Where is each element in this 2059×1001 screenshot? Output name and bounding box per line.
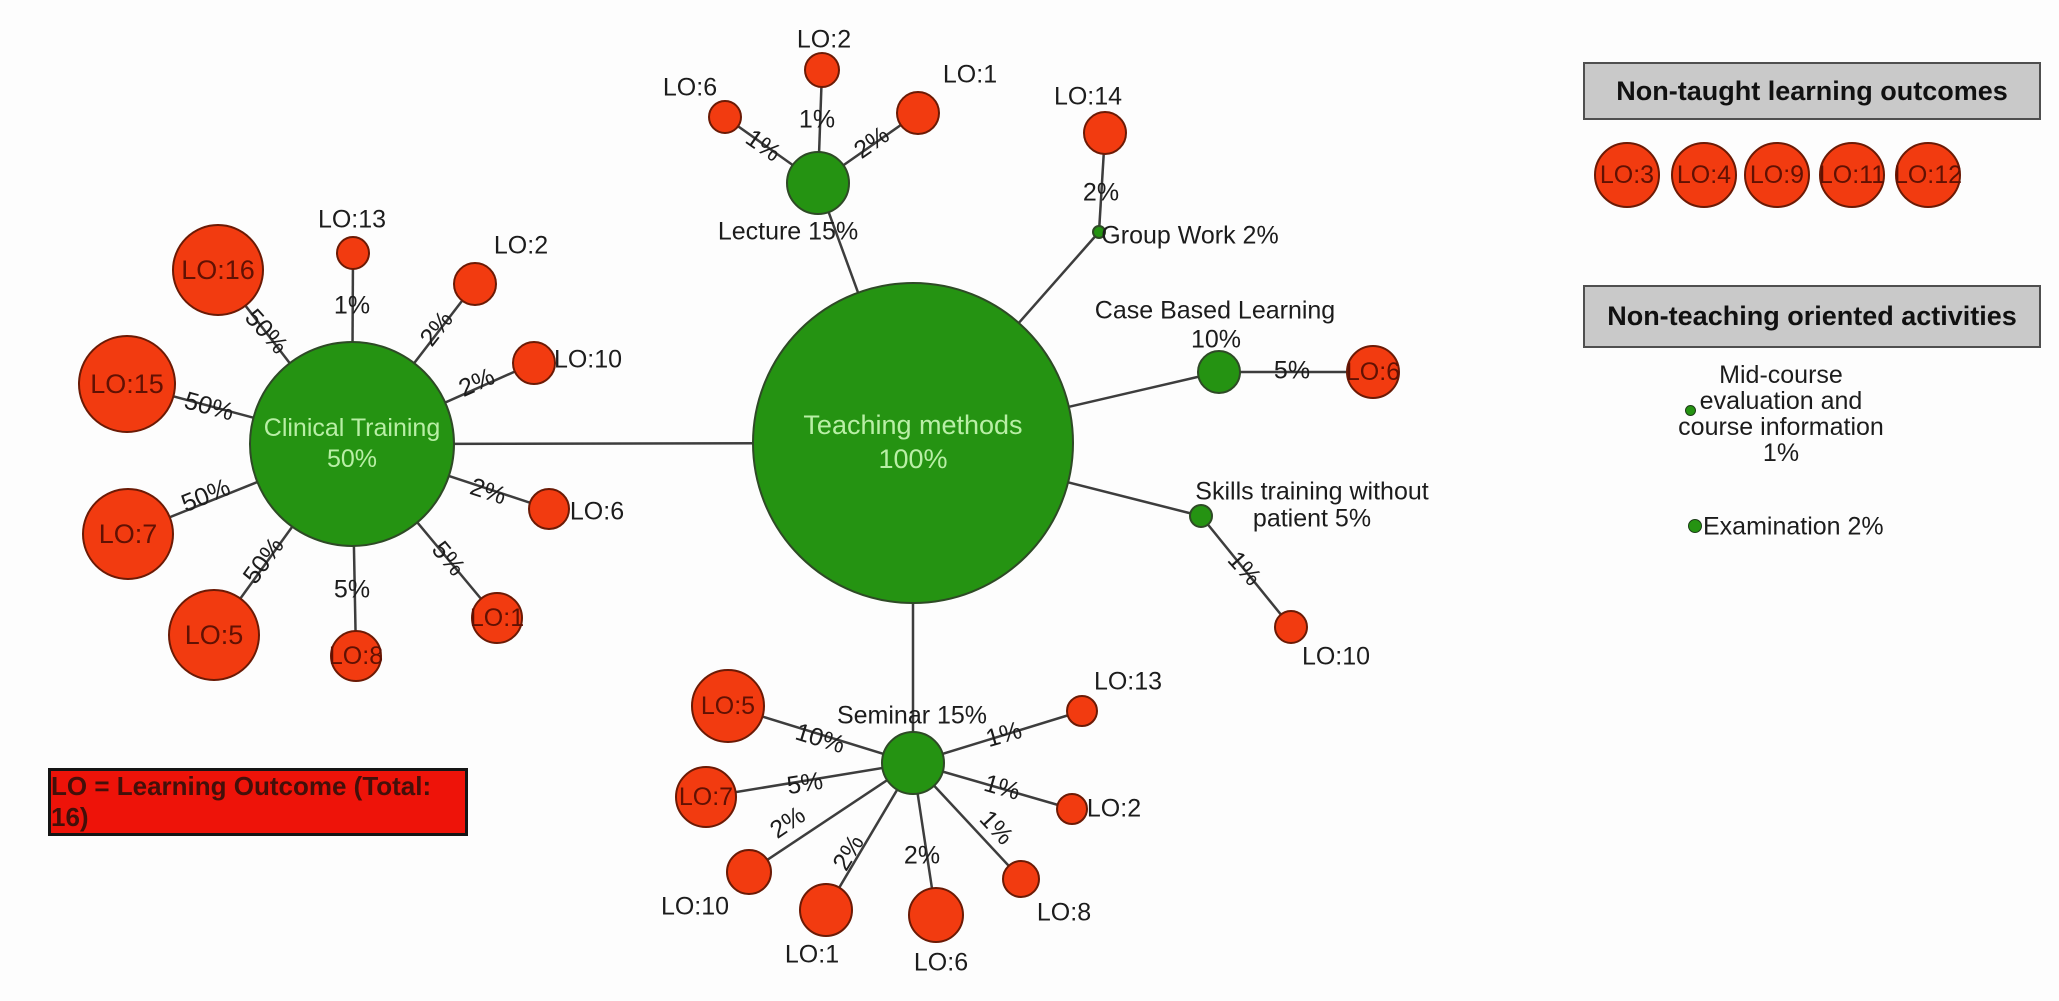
node-clinical-lo8-label: LO:8 [328,641,384,670]
node-seminar-lo5-label: LO:5 [700,691,756,720]
node-lecture [786,151,850,215]
examination-label: Examination 2% [1703,512,1884,541]
lecture-label: Lecture 15% [717,217,859,246]
node-seminar-lo6 [908,887,964,943]
non-teaching-title: Non-teaching oriented activities [1607,301,2017,331]
edge-label-1: 1% [798,105,836,134]
seminar-lo2-label: LO:2 [1086,794,1142,823]
node-seminar-lo5: LO:5 [691,669,765,743]
edge-label-20: 5% [333,575,371,604]
node-teaching-methods: Teaching methods 100% [752,282,1074,604]
node-clinical-lo7: LO:7 [82,488,174,580]
node-lecture-lo1 [896,91,940,135]
legend-box: LO = Learning Outcome (Total: 16) [48,768,468,836]
clinical-lo10-label: LO:10 [553,345,623,374]
node-panel-lo4-label: LO:4 [1676,160,1732,189]
node-lecture-lo2 [804,52,840,88]
node-panel-lo3: LO:3 [1594,142,1660,208]
midcourse-line-4: 1% [1762,439,1800,467]
seminar-lo1-label: LO:1 [784,940,840,969]
node-clinical-training: Clinical Training 50% [249,341,455,547]
node-clinical-lo5-label: LO:5 [184,619,244,650]
node-clinical-lo1-label: LO:1 [469,603,525,632]
node-lecture-lo6 [708,100,742,134]
node-teaching-methods-text-1: 100% [878,444,948,474]
node-panel-lo12: LO:12 [1893,142,1963,208]
seminar-label: Seminar 15% [836,701,988,730]
clinical-lo6-label: LO:6 [569,497,625,526]
node-seminar-lo7-label: LO:7 [678,782,734,811]
lecture-lo2-label: LO:2 [796,25,852,54]
node-clinical-lo1: LO:1 [469,592,525,644]
node-panel-lo11-label: LO:11 [1818,160,1886,189]
group-work-label: Group Work 2% [1101,221,1279,250]
edge-label-10: 2% [903,841,941,870]
node-panel-lo4: LO:4 [1671,142,1737,208]
node-clinical-lo15: LO:15 [78,335,176,433]
edge-line-11 [1200,515,1292,628]
seminar-lo13-label: LO:13 [1093,667,1163,696]
node-clinical-lo2 [453,262,497,306]
clinical-lo13-label: LO:13 [317,205,387,234]
node-clinical-lo7-label: LO:7 [98,518,158,549]
node-seminar [881,731,945,795]
seminar-lo8-label: LO:8 [1036,898,1092,927]
node-case-based-learning [1197,350,1241,394]
lo14-label: LO:14 [1053,82,1123,111]
non-taught-header: Non-taught learning outcomes [1583,62,2041,120]
midcourse-line-1: Mid-course [1719,361,1843,389]
node-skills-lo10 [1274,610,1308,644]
node-panel-lo9-label: LO:9 [1749,160,1805,189]
node-panel-lo3-label: LO:3 [1599,160,1655,189]
node-seminar-lo8 [1002,860,1040,898]
midcourse-dot-icon [1685,405,1696,416]
node-seminar-lo13 [1066,695,1098,727]
seminar-lo6-label: LO:6 [913,948,969,977]
edge-line-13 [705,761,914,799]
node-clinical-lo15-label: LO:15 [90,368,164,399]
case-based-label-1: Case Based Learning [1094,296,1336,325]
node-casebased-lo6-label: LO:6 [1345,357,1401,386]
edge-label-4: 5% [1273,356,1311,385]
edge-label-7: 5% [784,766,825,801]
node-clinical-lo13 [336,236,370,270]
skills-label-1: Skills training without [1195,477,1429,506]
node-clinical-lo8: LO:8 [328,630,384,682]
node-seminar-lo7: LO:7 [675,766,737,828]
node-casebased-lo6: LO:6 [1346,345,1400,399]
node-skills-training [1189,504,1213,528]
non-taught-title: Non-taught learning outcomes [1616,75,2008,106]
non-teaching-header: Non-teaching oriented activities [1583,285,2041,348]
skills-label-2: patient 5% [1252,504,1372,533]
clinical-lo2-label: LO:2 [493,231,549,260]
examination-dot-icon [1688,519,1702,533]
node-panel-lo12-label: LO:12 [1893,160,1963,189]
skills-lo10-label: LO:10 [1301,642,1371,671]
edge-label-15: 1% [333,291,371,320]
node-clinical-lo6 [528,488,570,530]
node-clinical-lo10 [512,341,556,385]
midcourse-line-2: evaluation and [1699,387,1863,415]
node-clinical-lo16-label: LO:16 [181,254,255,285]
legend-label: LO = Learning Outcome (Total: 16) [51,771,432,832]
node-panel-lo9: LO:9 [1744,142,1810,208]
node-groupwork-lo14 [1083,111,1127,155]
case-based-label-2: 10% [1190,325,1242,354]
node-panel-lo11: LO:11 [1819,142,1885,208]
edge-label-3: 2% [1082,178,1120,207]
node-clinical-lo16: LO:16 [172,224,264,316]
node-clinical-lo5: LO:5 [168,589,260,681]
node-group-work [1092,225,1106,239]
node-seminar-lo2 [1056,793,1088,825]
seminar-lo10-label: LO:10 [660,892,730,921]
node-clinical-training-text-0: Clinical Training 50% [263,413,441,473]
midcourse-activity-label: Mid-course evaluation and course informa… [1616,362,1946,466]
node-teaching-methods-text-0: Teaching methods [803,410,1023,441]
midcourse-line-3: course information [1678,413,1884,441]
lecture-lo1-label: LO:1 [942,60,998,89]
lecture-lo6-label: LO:6 [662,73,718,102]
node-seminar-lo10 [726,849,772,895]
node-seminar-lo1 [799,883,853,937]
